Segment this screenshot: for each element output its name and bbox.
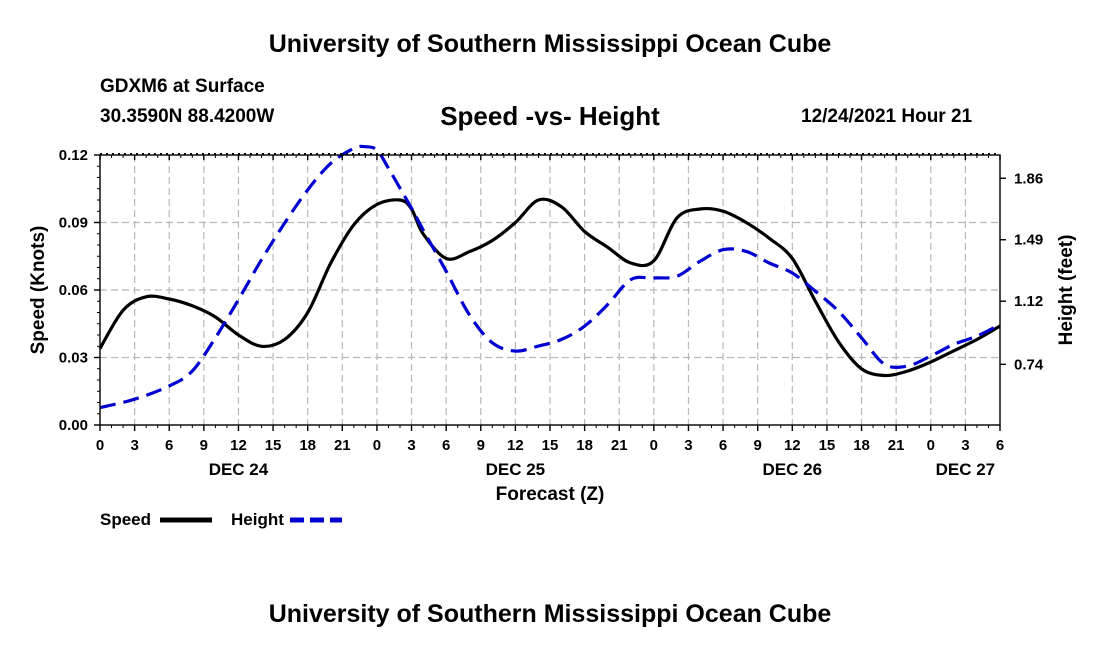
y-tick-label: 0.12 [59,147,88,164]
x-tick-label: 15 [542,437,559,454]
date-label: DEC 24 [209,460,269,479]
forecast-datetime: 12/24/2021 Hour 21 [801,106,973,127]
series-layer [98,144,1001,410]
x-tick-label: 6 [996,437,1004,454]
x-tick-label: 12 [230,437,247,454]
x-tick-label: 3 [684,437,692,454]
x-tick-label: 0 [96,437,104,454]
x-tick-label: 18 [853,437,870,454]
x-tick-label: 6 [165,437,173,454]
y2-tick-label: 1.49 [1014,232,1043,249]
x-tick-label: 21 [611,437,628,454]
x-tick-label: 12 [507,437,524,454]
y2-tick-label: 1.86 [1014,170,1043,187]
date-label: DEC 27 [936,460,996,479]
date-label: DEC 25 [486,460,546,479]
x-axis-title: Forecast (Z) [496,484,605,505]
y2-tick-label: 0.74 [1014,356,1044,373]
x-tick-label: 15 [819,437,836,454]
x-tick-label: 15 [265,437,282,454]
x-tick-label: 9 [200,437,208,454]
station-coordinates: 30.3590N 88.4200W [100,106,275,127]
x-tick-label: 3 [407,437,415,454]
x-tick-label: 3 [130,437,138,454]
y-tick-label: 0.03 [59,350,88,367]
y-axis-title: Speed (Knots) [28,226,49,355]
x-tick-label: 3 [961,437,969,454]
x-tick-label: 9 [477,437,485,454]
x-tick-label: 0 [373,437,381,454]
y-tick-label: 0.06 [59,282,88,299]
date-label: DEC 26 [763,460,823,479]
y2-tick-label: 1.12 [1014,293,1043,310]
x-tick-label: 6 [719,437,727,454]
x-tick-label: 21 [888,437,905,454]
page-title: University of Southern Mississippi Ocean… [268,30,832,58]
footer-title: University of Southern Mississippi Ocean… [268,600,832,628]
chart-legend: Speed Height [100,510,342,529]
x-tick-label: 0 [650,437,658,454]
y2-axis-title: Height (feet) [1056,235,1077,346]
x-tick-label: 21 [334,437,351,454]
y-tick-label: 0.09 [59,215,88,232]
height-series-line [99,144,1001,410]
speed-series-line [98,197,1001,378]
grid-lines [100,155,1000,425]
x-tick-label: 9 [754,437,762,454]
x-tick-label: 18 [299,437,316,454]
x-tick-label: 0 [927,437,935,454]
x-tick-label: 6 [442,437,450,454]
y-tick-label: 0.00 [59,417,88,434]
x-tick-label: 12 [784,437,801,454]
legend-label-speed: Speed [100,510,151,529]
axes-layer: 0 3 6 9 12 15 18 21 0 3 6 9 12 15 18 21 0 3 6 9 12 15 18 21 0 3 6D… [28,147,1077,505]
legend-label-height: Height [231,510,284,529]
chart-subtitle: Speed -vs- Height [440,101,660,131]
station-label: GDXM6 at Surface [100,76,265,97]
x-tick-label: 18 [576,437,593,454]
